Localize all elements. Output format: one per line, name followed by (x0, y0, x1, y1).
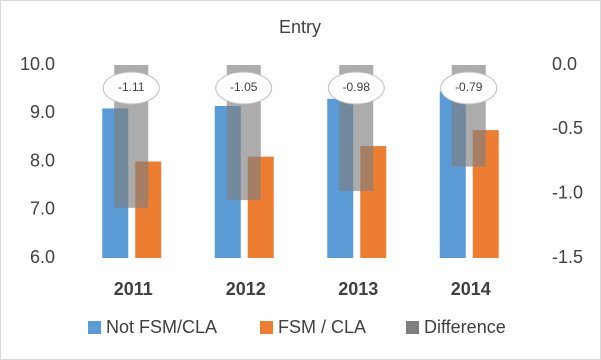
x-tick-label: 2013 (338, 279, 378, 299)
chart-title: Entry (279, 17, 321, 37)
legend-label: Difference (424, 317, 506, 337)
y-tick-label: 9.0 (30, 102, 55, 122)
data-label-bubble (327, 71, 385, 105)
y-tick-label: 10.0 (20, 54, 55, 74)
y2-tick-label: 0.0 (552, 54, 577, 74)
y-tick-label: 8.0 (30, 150, 55, 170)
y2-tick-label: -0.5 (552, 118, 583, 138)
data-label: -1.05 (230, 80, 258, 94)
data-label-bubble (215, 71, 273, 105)
y2-tick-label: -1.5 (552, 247, 583, 267)
x-tick-label: 2014 (451, 279, 491, 299)
x-tick-label: 2012 (226, 279, 266, 299)
y2-tick-label: -1.0 (552, 182, 583, 202)
data-label: -1.11 (118, 80, 145, 94)
legend-swatch (88, 321, 101, 334)
y-tick-label: 7.0 (30, 199, 55, 219)
data-label-bubble (102, 71, 160, 105)
y-tick-label: 6.0 (30, 247, 55, 267)
legend-label: FSM / CLA (278, 317, 366, 337)
data-label: -0.98 (343, 80, 371, 94)
legend-swatch (260, 321, 273, 334)
x-tick-label: 2011 (114, 279, 153, 299)
data-label-bubble (440, 71, 498, 105)
legend-label: Not FSM/CLA (106, 317, 217, 337)
data-label: -0.79 (455, 80, 483, 94)
legend-swatch (406, 321, 419, 334)
